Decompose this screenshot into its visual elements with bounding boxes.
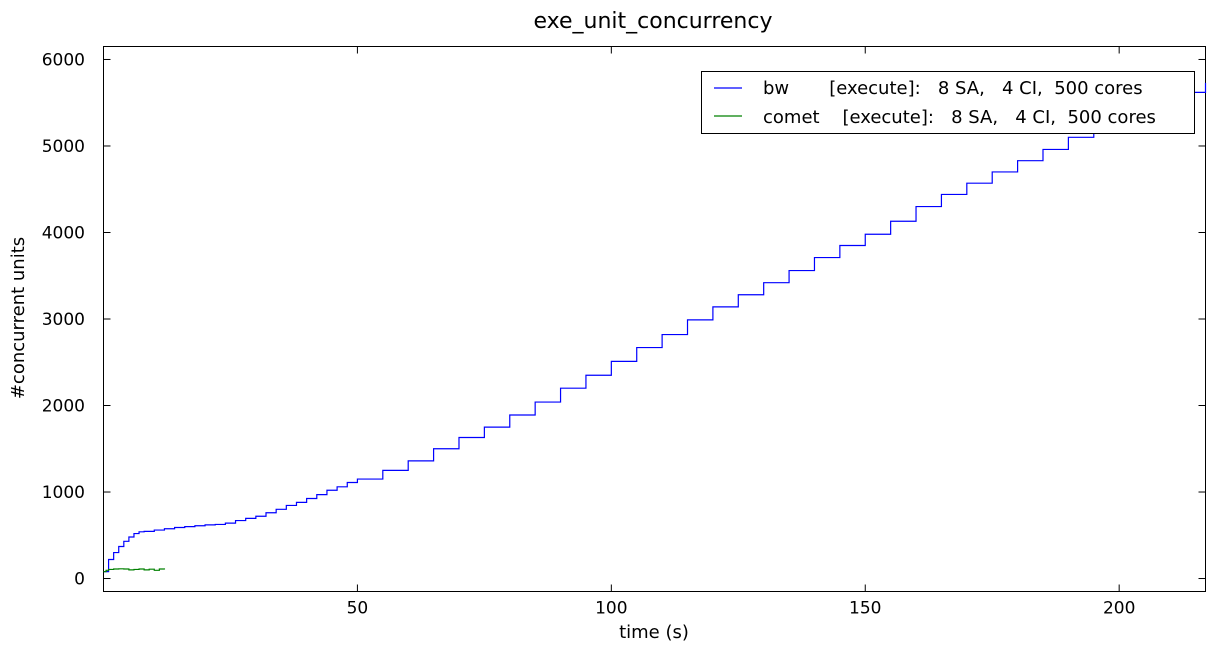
series-layer xyxy=(103,82,1207,573)
y-tick-label: 2000 xyxy=(42,397,85,417)
chart-title: exe_unit_concurrency xyxy=(533,9,772,34)
y-tick-label: 1000 xyxy=(42,483,85,503)
legend-label-bw: bw [execute]: 8 SA, 4 CI, 500 cores xyxy=(763,78,1143,99)
legend: bw [execute]: 8 SA, 4 CI, 500 cores come… xyxy=(701,71,1195,134)
y-tick-label: 3000 xyxy=(42,310,85,330)
x-axis-label: time (s) xyxy=(619,622,689,643)
x-tick-label: 100 xyxy=(595,599,627,619)
y-tick-label: 5000 xyxy=(42,137,85,157)
y-tick-label: 4000 xyxy=(42,223,85,243)
x-tick-label: 200 xyxy=(1103,599,1135,619)
legend-label-comet: comet [execute]: 8 SA, 4 CI, 500 cores xyxy=(763,107,1156,128)
y-tick-label: 0 xyxy=(74,570,85,590)
x-tick-label: 150 xyxy=(849,599,881,619)
y-axis-label: #concurrent units xyxy=(8,237,29,399)
x-tick-label: 50 xyxy=(347,599,369,619)
series-line-bw xyxy=(103,82,1207,573)
y-tick-label: 6000 xyxy=(42,50,85,70)
legend-box xyxy=(701,71,1195,134)
series-line-comet xyxy=(103,568,166,573)
